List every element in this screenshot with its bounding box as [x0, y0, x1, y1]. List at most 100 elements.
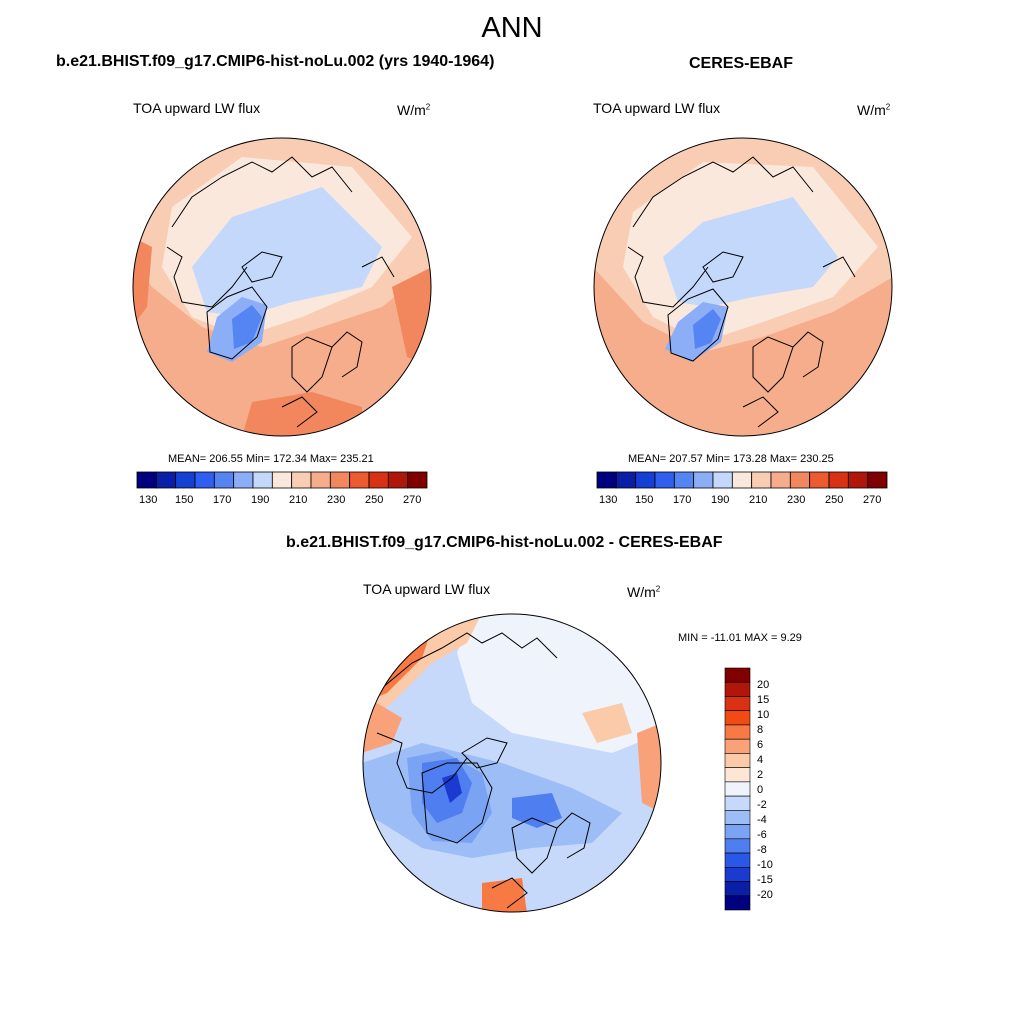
panel-2-colorbar — [596, 471, 888, 489]
colorbar-swatch — [867, 471, 888, 489]
colorbar-swatch — [724, 895, 751, 911]
panel-2-title: CERES-EBAF — [689, 55, 794, 72]
colorbar-tick: -15 — [757, 874, 773, 886]
diff-colorbar — [724, 667, 751, 911]
panel-1-stats: MEAN= 206.55 Min= 172.34 Max= 235.21 — [168, 453, 374, 465]
colorbar-swatch — [731, 471, 753, 489]
colorbar-swatch — [712, 471, 733, 489]
colorbar-tick: 10 — [757, 709, 770, 721]
colorbar-swatch — [809, 471, 830, 489]
colorbar-swatch — [724, 810, 751, 825]
panel-2-colorbar-ticks: 130 150 170 190 210 230 250 270 — [597, 494, 887, 508]
colorbar-tick: 190 — [251, 494, 270, 506]
panel-2-polar-map — [593, 137, 893, 437]
colorbar-swatch — [349, 471, 370, 489]
colorbar-tick: -4 — [757, 814, 767, 826]
diff-panel-variable: TOA upward LW flux — [363, 581, 491, 597]
colorbar-swatch — [828, 471, 849, 489]
colorbar-tick: 6 — [757, 739, 764, 751]
colorbar-swatch — [596, 471, 617, 489]
diff-polar-map — [362, 613, 662, 913]
colorbar-swatch — [724, 824, 751, 840]
colorbar-swatch — [724, 852, 751, 868]
colorbar-tick: 4 — [757, 754, 764, 766]
colorbar-tick: -6 — [757, 829, 767, 841]
panel-2-stats: MEAN= 207.57 Min= 173.28 Max= 230.25 — [628, 453, 834, 465]
colorbar-swatch — [724, 795, 751, 811]
colorbar-swatch — [724, 881, 751, 897]
colorbar-tick: 210 — [749, 494, 768, 506]
colorbar-tick: 15 — [757, 694, 770, 706]
colorbar-swatch — [329, 471, 351, 489]
colorbar-swatch — [724, 681, 751, 697]
colorbar-tick: 230 — [327, 494, 346, 506]
panel-1-units: W/m2 — [397, 102, 431, 118]
colorbar-tick: 190 — [711, 494, 730, 506]
colorbar-swatch — [136, 471, 157, 489]
panel-2-units: W/m2 — [857, 102, 891, 118]
colorbar-swatch — [635, 471, 656, 489]
colorbar-swatch — [213, 471, 235, 489]
colorbar-tick: 270 — [403, 494, 422, 506]
colorbar-swatch — [724, 866, 751, 882]
colorbar-swatch — [654, 471, 675, 489]
colorbar-tick: 150 — [175, 494, 194, 506]
colorbar-tick: -20 — [757, 889, 773, 901]
colorbar-swatch — [724, 753, 751, 768]
colorbar-tick: -2 — [757, 799, 767, 811]
colorbar-swatch — [724, 696, 751, 712]
colorbar-tick: 250 — [825, 494, 844, 506]
colorbar-tick: 230 — [787, 494, 806, 506]
colorbar-tick: -10 — [757, 859, 773, 871]
main-title: ANN — [481, 12, 543, 44]
colorbar-tick: -8 — [757, 844, 767, 856]
panel-2-variable: TOA upward LW flux — [593, 100, 721, 116]
colorbar-swatch — [271, 471, 293, 489]
colorbar-tick: 210 — [289, 494, 308, 506]
diff-panel-title: b.e21.BHIST.f09_g17.CMIP6-hist-noLu.002 … — [286, 534, 723, 551]
colorbar-swatch — [724, 710, 751, 726]
colorbar-tick: 130 — [139, 494, 158, 506]
colorbar-swatch — [724, 738, 751, 754]
colorbar-swatch — [847, 471, 869, 489]
colorbar-swatch — [724, 838, 751, 854]
colorbar-swatch — [673, 471, 695, 489]
panel-1-polar-map — [132, 137, 432, 437]
colorbar-tick: 20 — [757, 679, 770, 691]
colorbar-swatch — [368, 471, 389, 489]
diff-panel-stats: MIN = -11.01 MAX = 9.29 — [678, 632, 802, 644]
panel-1-title: b.e21.BHIST.f09_g17.CMIP6-hist-noLu.002 … — [56, 53, 495, 70]
colorbar-swatch — [194, 471, 215, 489]
colorbar-swatch — [155, 471, 177, 489]
colorbar-swatch — [751, 471, 772, 489]
colorbar-tick: 8 — [757, 724, 764, 736]
colorbar-tick: 170 — [673, 494, 692, 506]
colorbar-tick: 170 — [213, 494, 232, 506]
diff-colorbar-ticks: 20 15 10 8 6 4 2 0 -2 -4 -6 -8 -10 -15 -… — [757, 668, 797, 918]
colorbar-swatch — [233, 471, 254, 489]
colorbar-tick: 270 — [863, 494, 882, 506]
colorbar-tick: 250 — [365, 494, 384, 506]
diff-panel-units: W/m2 — [627, 584, 661, 600]
colorbar-swatch — [252, 471, 273, 489]
colorbar-swatch — [387, 471, 409, 489]
colorbar-swatch — [724, 781, 751, 797]
panel-1-variable: TOA upward LW flux — [133, 100, 261, 116]
colorbar-swatch — [770, 471, 791, 489]
colorbar-swatch — [724, 667, 751, 683]
panel-1-colorbar — [136, 471, 428, 489]
colorbar-swatch — [724, 767, 751, 783]
colorbar-swatch — [310, 471, 331, 489]
panel-1-colorbar-ticks: 130 150 170 190 210 230 250 270 — [137, 494, 427, 508]
colorbar-swatch — [789, 471, 811, 489]
colorbar-tick: 0 — [757, 784, 764, 796]
colorbar-tick: 2 — [757, 769, 764, 781]
colorbar-swatch — [407, 471, 428, 489]
colorbar-tick: 150 — [635, 494, 654, 506]
colorbar-swatch — [724, 724, 751, 740]
colorbar-swatch — [175, 471, 196, 489]
colorbar-swatch — [291, 471, 312, 489]
colorbar-swatch — [615, 471, 637, 489]
colorbar-swatch — [693, 471, 714, 489]
colorbar-tick: 130 — [599, 494, 618, 506]
